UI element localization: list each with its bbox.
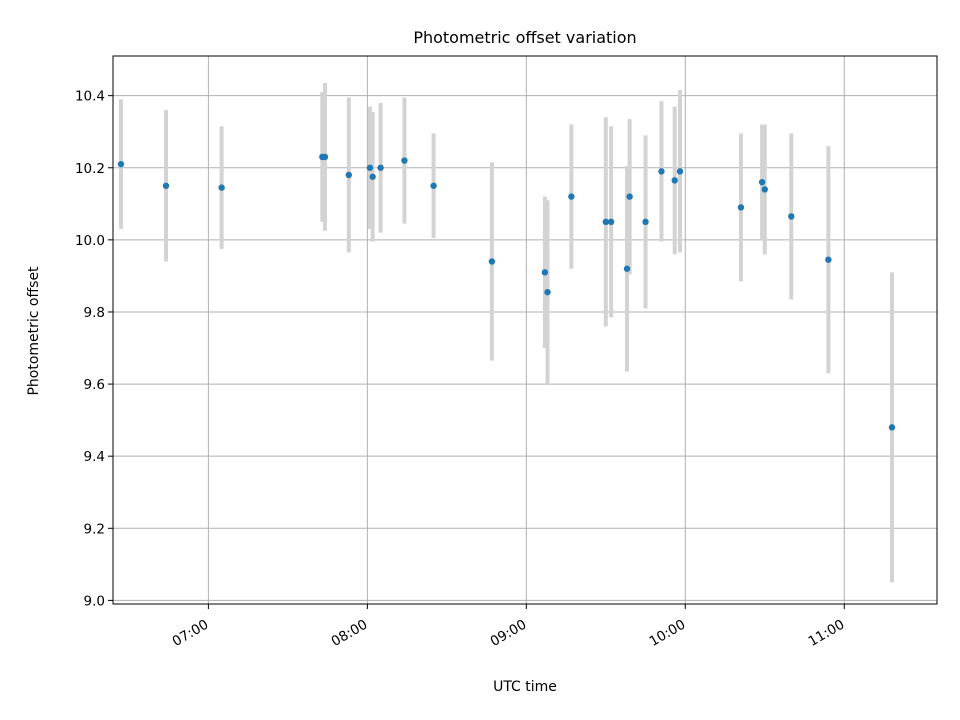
data-point bbox=[737, 204, 745, 211]
data-point bbox=[218, 184, 225, 191]
y-tick-label: 9.0 bbox=[84, 593, 105, 609]
data-point bbox=[623, 265, 631, 272]
chart-title: Photometric offset variation bbox=[413, 28, 636, 47]
x-axis-label: UTC time bbox=[493, 679, 557, 695]
data-point bbox=[541, 269, 549, 276]
x-tick-label: 09:00 bbox=[488, 617, 530, 650]
data-point bbox=[377, 164, 384, 171]
error-bars bbox=[118, 83, 894, 583]
x-tick-label: 07:00 bbox=[170, 617, 212, 650]
y-tick-label: 9.6 bbox=[84, 377, 105, 393]
data-point bbox=[626, 193, 633, 200]
data-point bbox=[117, 160, 125, 168]
grid bbox=[113, 56, 937, 604]
data-point bbox=[488, 258, 496, 265]
data-point bbox=[671, 177, 678, 184]
x-tick-label: 10:00 bbox=[647, 617, 689, 650]
data-point bbox=[430, 182, 437, 189]
data-point bbox=[758, 178, 766, 186]
x-tick-label: 08:00 bbox=[329, 617, 371, 650]
data-point bbox=[321, 153, 329, 161]
y-tick-label: 10.0 bbox=[75, 233, 105, 249]
data-point bbox=[788, 213, 795, 220]
y-ticks: 9.0 9.2 9.4 9.6 9.8 10.0 10.2 10.4 bbox=[75, 89, 113, 609]
data-point bbox=[366, 164, 374, 171]
data-point bbox=[642, 218, 649, 226]
data-point bbox=[825, 256, 832, 263]
data-point bbox=[888, 424, 896, 431]
y-tick-label: 9.8 bbox=[84, 305, 105, 321]
y-axis-label: Photometric offset bbox=[26, 266, 42, 396]
x-ticks: 07:00 08:00 09:00 10:00 11:00 bbox=[170, 604, 848, 650]
data-point bbox=[345, 171, 353, 179]
data-point bbox=[162, 182, 170, 189]
plot-frame bbox=[112, 55, 938, 605]
data-point bbox=[676, 168, 684, 175]
y-tick-label: 9.4 bbox=[84, 449, 105, 465]
data-point bbox=[602, 218, 610, 226]
data-point bbox=[401, 157, 408, 164]
data-point bbox=[761, 186, 768, 193]
y-tick-label: 10.4 bbox=[75, 89, 105, 105]
data-point bbox=[658, 168, 665, 175]
y-tick-label: 10.2 bbox=[75, 161, 105, 177]
data-point bbox=[568, 193, 575, 200]
data-point bbox=[369, 173, 376, 180]
data-point bbox=[607, 218, 615, 226]
x-tick-label: 11:00 bbox=[806, 617, 848, 650]
y-tick-label: 9.2 bbox=[84, 521, 105, 537]
data-points bbox=[117, 153, 896, 431]
data-point bbox=[544, 288, 551, 296]
